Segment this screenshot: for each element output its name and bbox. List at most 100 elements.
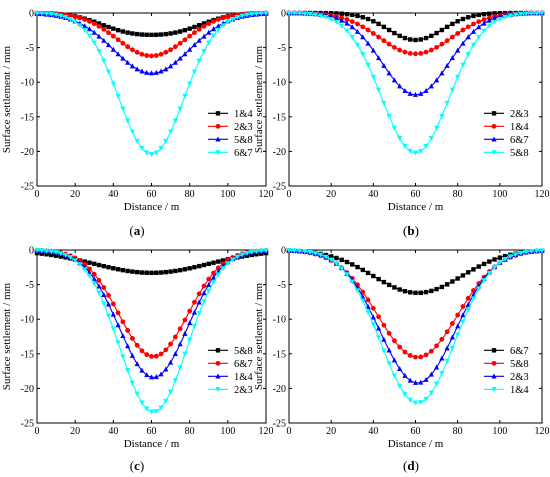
data-point xyxy=(450,21,455,27)
data-point xyxy=(386,347,392,353)
data-point xyxy=(391,125,398,131)
data-point xyxy=(423,352,429,358)
y-tick-label: -5 xyxy=(278,43,286,54)
data-point xyxy=(101,23,106,28)
data-point xyxy=(391,373,398,379)
legend: 5&8 6&7 1&4 2&3 xyxy=(208,346,253,396)
legend-entry: 1&4 xyxy=(510,122,529,133)
y-tick-label: 0 xyxy=(29,246,34,257)
data-point xyxy=(449,321,455,326)
legend-entry: 6&7 xyxy=(510,135,529,146)
data-point xyxy=(215,265,221,271)
data-point xyxy=(158,270,164,275)
data-point xyxy=(34,248,40,254)
data-point xyxy=(191,42,198,48)
data-point xyxy=(158,68,164,74)
data-point xyxy=(153,409,159,415)
data-point xyxy=(239,252,245,258)
data-point xyxy=(460,62,466,68)
legend-entry: 6&7 xyxy=(234,359,253,370)
data-point xyxy=(539,10,545,16)
data-point xyxy=(429,288,434,294)
data-point xyxy=(192,299,197,305)
series-6&7 xyxy=(34,247,269,359)
data-point xyxy=(134,138,140,144)
data-point xyxy=(148,409,155,415)
x-tick-label: 120 xyxy=(535,189,550,200)
data-point xyxy=(397,83,403,89)
data-point xyxy=(101,292,107,298)
data-point xyxy=(328,257,334,263)
data-point xyxy=(413,51,418,57)
data-point xyxy=(418,354,424,360)
panel-label: (c) xyxy=(130,458,144,473)
data-point xyxy=(460,312,466,318)
data-point xyxy=(528,249,535,255)
data-point xyxy=(371,273,376,279)
data-point xyxy=(491,19,498,25)
data-point xyxy=(402,49,408,55)
data-point xyxy=(101,58,107,64)
data-point xyxy=(34,11,40,17)
data-point xyxy=(167,359,174,365)
data-point xyxy=(125,30,130,35)
legend-entry: 2&3 xyxy=(510,109,529,120)
data-point xyxy=(428,83,434,89)
data-point xyxy=(381,62,387,68)
data-point xyxy=(534,248,540,254)
data-point xyxy=(216,259,221,264)
y-tick-label: 0 xyxy=(29,9,34,20)
data-point xyxy=(449,55,455,61)
data-point xyxy=(130,269,135,274)
data-point xyxy=(134,269,140,275)
series-line xyxy=(288,12,543,154)
data-point xyxy=(239,13,245,19)
data-point xyxy=(486,17,492,23)
data-point xyxy=(386,27,392,33)
data-point xyxy=(296,248,303,254)
data-point xyxy=(460,27,466,33)
series-5&8 xyxy=(34,10,269,76)
data-point xyxy=(134,31,140,37)
data-point xyxy=(418,90,424,96)
data-point xyxy=(153,53,159,58)
data-point xyxy=(120,55,126,61)
series-5&8 xyxy=(286,248,545,360)
data-point xyxy=(206,281,212,287)
data-point xyxy=(360,15,365,20)
legend-marker xyxy=(491,360,497,366)
data-point xyxy=(158,351,164,357)
data-point xyxy=(249,11,255,17)
data-point xyxy=(323,14,329,20)
data-point xyxy=(249,249,255,255)
data-point xyxy=(96,33,102,39)
data-point xyxy=(187,33,193,39)
data-point xyxy=(105,313,112,319)
data-point xyxy=(244,251,250,257)
data-point xyxy=(263,248,269,254)
data-point xyxy=(106,30,111,36)
data-point xyxy=(211,260,216,265)
data-point xyxy=(187,320,193,326)
data-point xyxy=(439,284,445,290)
chart-panel-3: 0 20 40 60 80 100 120 0 -5 -10 -15 -20 -25 Distance /… xyxy=(1,246,274,474)
y-tick-label: 0 xyxy=(281,246,286,257)
data-point xyxy=(39,251,44,256)
data-point xyxy=(153,150,159,156)
data-point xyxy=(154,32,159,37)
data-point xyxy=(418,379,424,385)
data-point xyxy=(206,261,211,267)
data-point xyxy=(487,11,492,16)
data-point xyxy=(423,289,429,295)
y-tick-label: -20 xyxy=(21,384,34,395)
data-point xyxy=(82,27,88,33)
data-point xyxy=(365,62,371,68)
data-point xyxy=(418,37,423,42)
data-point xyxy=(444,358,450,364)
data-point xyxy=(444,24,450,30)
data-point xyxy=(386,113,392,119)
legend: 6&7 5&8 2&3 1&4 xyxy=(484,346,529,396)
data-point xyxy=(101,26,107,32)
data-point xyxy=(465,24,471,30)
chart-panel-1: 0 20 40 60 80 100 120 0 -5 -10 -15 -20 -25 Distance /… xyxy=(1,9,274,239)
